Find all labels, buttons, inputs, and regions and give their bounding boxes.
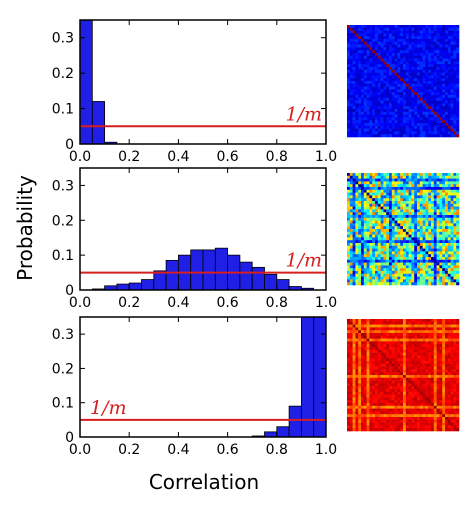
histogram-bar (141, 279, 155, 291)
histogram-bar (251, 266, 265, 291)
x-tick-label: 0.0 (69, 295, 91, 311)
histogram-bar (288, 405, 302, 438)
reference-line-label: 1/m (285, 250, 322, 272)
x-tick-label: 0.2 (118, 442, 140, 458)
x-tick-label: 0.8 (266, 442, 288, 458)
histogram-bar (116, 283, 130, 291)
histogram-panel-2: 1/m 0.0 0.2 0.4 0.6 0.8 1.0 0 0.1 0.2 0.3 (52, 167, 337, 311)
y-tick-label: 0.1 (52, 102, 74, 118)
correlation-matrix-image (347, 173, 460, 286)
x-tick-label: 0.2 (118, 149, 140, 165)
histogram-bar (91, 101, 106, 145)
x-tick-label: 0.4 (167, 295, 189, 311)
y-tick-label: 0.2 (52, 361, 74, 377)
y-axis-title: Probability (13, 175, 37, 281)
x-tick-label: 1.0 (315, 442, 337, 458)
x-tick-label: 0.6 (216, 295, 238, 311)
histogram-bar (264, 273, 278, 291)
y-tick-label: 0 (65, 283, 74, 299)
histogram-bar (276, 426, 290, 438)
plot-frame (79, 316, 327, 438)
correlation-matrices (347, 25, 460, 432)
histogram-panel-3: 1/m 0.0 0.2 0.4 0.6 0.8 1.0 0 0.1 0.2 0.3 (52, 316, 337, 458)
y-tick-label: 0.3 (52, 327, 74, 343)
plot-frame (79, 19, 327, 145)
histogram-bar (153, 270, 167, 291)
correlation-matrix-image (347, 319, 460, 432)
y-tick-label: 0.3 (52, 31, 74, 47)
x-tick-label: 0.0 (69, 442, 91, 458)
x-tick-label: 1.0 (315, 295, 337, 311)
histogram-bar (128, 282, 142, 291)
x-tick-label: 0.6 (216, 149, 238, 165)
histogram-bar (276, 279, 290, 291)
y-tick-label: 0.1 (52, 396, 74, 412)
y-tick-label: 0.2 (52, 213, 74, 229)
histogram-bar (264, 431, 278, 438)
x-tick-label: 0.8 (266, 295, 288, 311)
x-tick-label: 0.2 (118, 295, 140, 311)
histogram-bar (165, 259, 179, 291)
x-tick-label: 0.4 (167, 149, 189, 165)
x-tick-label: 0.6 (216, 442, 238, 458)
y-tick-label: 0.1 (52, 248, 74, 264)
y-tick-label: 0.2 (52, 66, 74, 82)
x-tick-label: 0.4 (167, 442, 189, 458)
reference-line-label: 1/m (90, 397, 127, 419)
y-tick-label: 0.3 (52, 178, 74, 194)
reference-line-label: 1/m (285, 103, 322, 125)
x-axis-title: Correlation (149, 470, 259, 494)
plot-frame (79, 167, 327, 291)
histogram-bar (239, 261, 253, 291)
y-tick-label: 0 (65, 137, 74, 153)
histogram-bar (214, 247, 229, 291)
panels: 1/m 0.0 0.2 0.4 0.6 0.8 1.0 0 0.1 0.2 0.3 1/m 0.0 0.2… (52, 19, 337, 458)
histogram-bar (190, 249, 204, 291)
x-tick-label: 0.8 (266, 149, 288, 165)
histogram-bar (202, 249, 216, 291)
x-tick-label: 0.0 (69, 149, 91, 165)
x-tick-label: 1.0 (315, 149, 337, 165)
y-tick-label: 0 (65, 430, 74, 446)
correlation-matrix-image (347, 25, 460, 138)
histogram-panel-1: 1/m 0.0 0.2 0.4 0.6 0.8 1.0 0 0.1 0.2 0.3 (52, 19, 337, 165)
